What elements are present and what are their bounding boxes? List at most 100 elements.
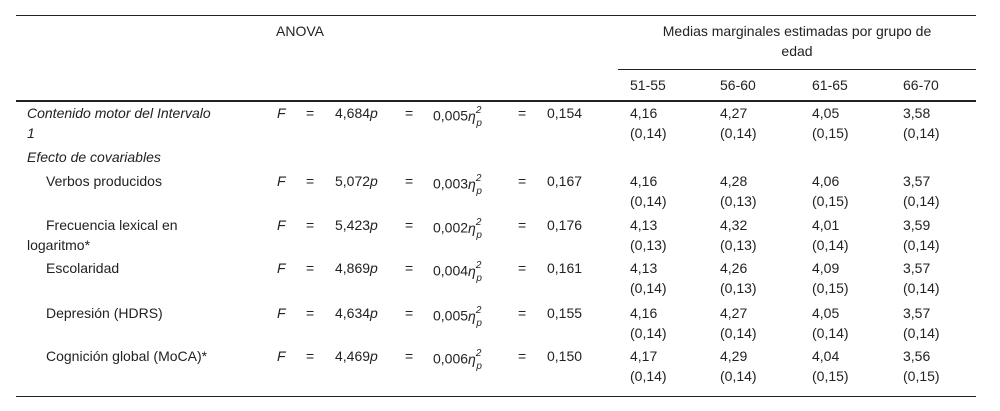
- f-symbol: F: [277, 260, 286, 276]
- p-symbol: p: [370, 348, 378, 364]
- mean-se: (0,14): [903, 325, 940, 341]
- p-value-text: 0,006: [433, 350, 469, 367]
- mean-value: 4,27: [720, 105, 748, 121]
- eta-symbol: η2 p: [468, 348, 482, 372]
- equals: =: [518, 348, 527, 364]
- mean-value: 3,57: [903, 305, 931, 321]
- mean-se: (0,15): [903, 368, 940, 384]
- mean-value: 3,57: [903, 173, 931, 189]
- mean-value: 3,56: [903, 348, 931, 364]
- top-rule: [16, 15, 976, 16]
- row-label: Contenido motor del Intervalo: [27, 103, 211, 123]
- mean-se: (0,15): [812, 280, 849, 296]
- eta-value: 0,161: [547, 260, 583, 276]
- row-label: Cognición global (MoCA)*: [46, 346, 207, 366]
- eta-char: η: [468, 175, 476, 192]
- eta-value: 0,150: [547, 348, 583, 364]
- p-symbol: p: [370, 173, 378, 189]
- anova-header: ANOVA: [276, 23, 324, 39]
- equals: =: [518, 217, 527, 233]
- eta-sub: p: [476, 361, 482, 373]
- eta-char: η: [468, 307, 476, 324]
- mean-se: (0,14): [903, 237, 940, 253]
- mean-se: (0,14): [720, 368, 757, 384]
- mean-value: 4,09: [812, 260, 840, 276]
- equals: =: [518, 105, 527, 121]
- equals: =: [306, 348, 315, 364]
- eta-sub: p: [476, 118, 482, 130]
- row-label-line1: Cognición global (MoCA)*: [46, 348, 208, 364]
- p-symbol: p: [370, 305, 378, 321]
- p-value-text: 0,003: [433, 175, 469, 192]
- equals: =: [405, 348, 414, 364]
- f-symbol: F: [277, 217, 286, 233]
- eta-symbol: η2 p: [468, 173, 482, 197]
- mean-value: 3,57: [903, 260, 931, 276]
- group-header-line1: Medias marginales estimadas por grupo de: [662, 23, 932, 39]
- mean-value: 4,13: [630, 260, 658, 276]
- age-header: 66-70: [903, 77, 939, 93]
- mean-se: (0,13): [720, 193, 757, 209]
- row-label-line1: Contenido motor del Intervalo: [27, 105, 211, 121]
- row-label-cont: logaritmo*: [27, 237, 91, 253]
- mean-value: 4,27: [720, 305, 748, 321]
- eta-symbol: η2 p: [468, 260, 482, 284]
- f-value-text: 4,869: [335, 260, 371, 276]
- mean-se: (0,14): [630, 368, 667, 384]
- eta-sub: p: [476, 186, 482, 198]
- equals: =: [405, 173, 414, 189]
- equals: =: [306, 173, 315, 189]
- p-value: 0,005η2 p: [433, 103, 482, 132]
- eta-value: 0,155: [547, 305, 583, 321]
- eta-char: η: [468, 262, 476, 279]
- equals: =: [405, 105, 414, 121]
- equals: =: [518, 305, 527, 321]
- row-label-line1: Escolaridad: [46, 260, 120, 276]
- mean-se: (0,14): [903, 125, 940, 141]
- mean-se: (0,14): [903, 280, 940, 296]
- equals: =: [405, 305, 414, 321]
- p-value: 0,003η2 p: [433, 171, 482, 200]
- age-header: 56-60: [720, 77, 756, 93]
- eta-value: 0,167: [547, 173, 583, 189]
- mean-value: 4,04: [812, 348, 840, 364]
- p-symbol: p: [370, 105, 378, 121]
- mean-value: 3,58: [903, 105, 931, 121]
- p-value: 0,002η2 p: [433, 215, 482, 244]
- eta-char: η: [468, 219, 476, 236]
- eta-sup: 2: [475, 260, 482, 271]
- eta-char: η: [468, 107, 476, 124]
- mean-se: (0,13): [720, 280, 757, 296]
- mean-value: 4,32: [720, 217, 748, 233]
- eta-sup: 2: [475, 305, 482, 316]
- f-value-text: 4,684: [335, 105, 371, 121]
- p-value: 0,004η2 p: [433, 258, 482, 287]
- mean-value: 4,16: [630, 105, 658, 121]
- eta-value: 0,176: [547, 217, 583, 233]
- group-header-line2: edad: [781, 43, 813, 59]
- f-symbol: F: [277, 105, 286, 121]
- mean-se: (0,14): [630, 125, 667, 141]
- mean-value: 4,29: [720, 348, 748, 364]
- equals: =: [518, 260, 527, 276]
- eta-sub: p: [476, 230, 482, 242]
- mean-value: 4,17: [630, 348, 658, 364]
- p-symbol: p: [370, 260, 378, 276]
- equals: =: [306, 305, 315, 321]
- mean-se: (0,14): [720, 125, 757, 141]
- mean-se: (0,14): [812, 237, 849, 253]
- eta-value: 0,154: [547, 105, 583, 121]
- f-value: 4,869p: [335, 258, 378, 278]
- equals: =: [306, 105, 315, 121]
- bottom-rule: [16, 396, 976, 397]
- eta-char: η: [468, 350, 476, 367]
- mean-se: (0,15): [812, 125, 849, 141]
- p-value: 0,005η2 p: [433, 303, 482, 332]
- p-value: 0,006η2 p: [433, 346, 482, 375]
- mean-value: 4,05: [812, 305, 840, 321]
- mean-se: (0,14): [630, 280, 667, 296]
- mean-value: 4,28: [720, 173, 748, 189]
- p-value-text: 0,004: [433, 262, 469, 279]
- mean-se: (0,14): [630, 325, 667, 341]
- mean-value: 4,16: [630, 305, 658, 321]
